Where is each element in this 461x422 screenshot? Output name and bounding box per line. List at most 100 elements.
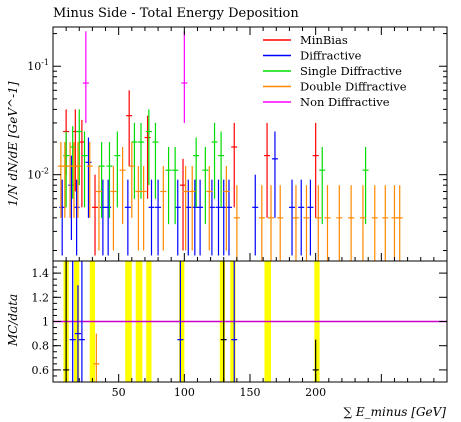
main-ylabel: 1/N dN/dE [GeV^-1] [6,81,20,206]
double-diffractive-point [189,166,196,251]
double-diffractive-point [277,185,284,261]
minbias-point [126,90,133,167]
ratio-ytick-label: 1 [42,316,49,329]
diffractive-point [289,179,296,256]
ratio-ytick-label: 1.4 [32,267,50,280]
double-diffractive-point [268,185,275,261]
diffractive-point [252,174,259,256]
double-diffractive-point [391,185,398,261]
minbias-point [92,174,99,256]
double-diffractive-point [128,142,135,218]
double-diffractive-point [182,166,189,251]
xtick-label: 50 [112,386,126,399]
double-diffractive-point [396,185,403,261]
ratio-point [69,261,76,382]
single-diffractive-point [63,131,70,208]
single-diffractive-point [69,126,76,199]
axis-ticks: 10-2 10-1 0.6 0.8 1 1.2 1.4 50 100 150 200 [27,27,448,399]
diffractive-point [73,179,80,256]
diffractive-point [271,131,278,218]
double-diffractive-point [119,146,126,225]
single-diffractive-point [218,131,225,208]
single-diffractive-point [172,146,179,225]
ratio-point [93,333,100,382]
diffractive-point [298,179,305,256]
single-diffractive-point [114,131,121,208]
diffractive-point [105,179,112,256]
diffractive-point [59,179,66,256]
double-diffractive-point [206,166,213,251]
double-diffractive-point [324,185,331,261]
double-diffractive-point [74,142,81,218]
legend-label-double-diffractive: Double Diffractive [300,80,407,94]
double-diffractive-point [135,166,142,251]
diffractive-point [225,179,232,256]
double-diffractive-point [110,166,117,251]
single-diffractive-point [131,122,138,199]
ratio-point [78,261,85,382]
single-diffractive-point [98,142,105,218]
single-diffractive-point [106,142,113,218]
non-diffractive-point [181,31,188,123]
chart-title: Minus Side - Total Energy Deposition [53,6,299,21]
ratio-point [177,261,184,382]
main-plot-frame [52,26,448,262]
diffractive-point [220,179,227,256]
non-diffractive-point [82,31,89,123]
minbias-point [264,122,271,218]
main-ytick-label: 10-1 [27,58,49,73]
double-diffractive-point [336,185,343,261]
diffractive-point [174,179,181,256]
diffractive-point [148,179,155,256]
x-axis-label: ∑ E_minus [GeV] [343,405,446,419]
minbias-point [312,122,319,218]
ratio-ytick-label: 0.6 [32,364,50,377]
single-diffractive-point [152,122,159,199]
double-diffractive-point [292,185,299,261]
double-diffractive-point [61,142,68,218]
double-diffractive-point [303,185,310,261]
diffractive-point [197,179,204,256]
minbias-point [231,122,238,208]
single-diffractive-point [81,131,88,208]
minbias-point [180,158,187,251]
double-diffractive-point [359,185,366,261]
single-diffractive-point [202,146,209,225]
double-diffractive-point [140,166,147,251]
legend-label-single-diffractive: Single Diffractive [300,64,402,78]
single-diffractive-point [211,122,218,199]
diffractive-point [215,179,222,256]
single-diffractive-point [362,146,369,225]
legend-label-minbias: MinBias [300,33,348,47]
double-diffractive-point [315,185,322,261]
ratio-ylabel: MC/data [6,294,20,347]
diffractive-point [99,179,106,256]
legend-label-diffractive: Diffractive [300,49,362,63]
ratio-point [220,261,227,382]
minbias-point [144,115,151,199]
single-diffractive-point [165,146,172,225]
main-ytick-label: 10-2 [27,167,49,182]
diffractive-point [124,179,131,256]
single-diffractive-point [319,146,326,225]
xtick-label: 100 [174,386,195,399]
ratio-point [63,261,70,382]
ratio-point [74,285,81,382]
error-bars [53,31,447,382]
diffractive-point [185,179,192,256]
minbias-point [78,119,85,208]
diffractive-point [68,155,75,240]
double-diffractive-point [258,185,265,261]
diffractive-point [191,179,198,256]
diffractive-point [208,179,215,256]
double-diffractive-point [348,185,355,261]
single-diffractive-point [76,109,83,186]
diffractive-point [85,137,92,218]
double-diffractive-point [86,142,93,218]
double-diffractive-point [223,166,230,251]
ratio-ytick-label: 1.2 [32,291,50,304]
ratio-point [231,261,238,382]
xtick-label: 200 [305,386,326,399]
